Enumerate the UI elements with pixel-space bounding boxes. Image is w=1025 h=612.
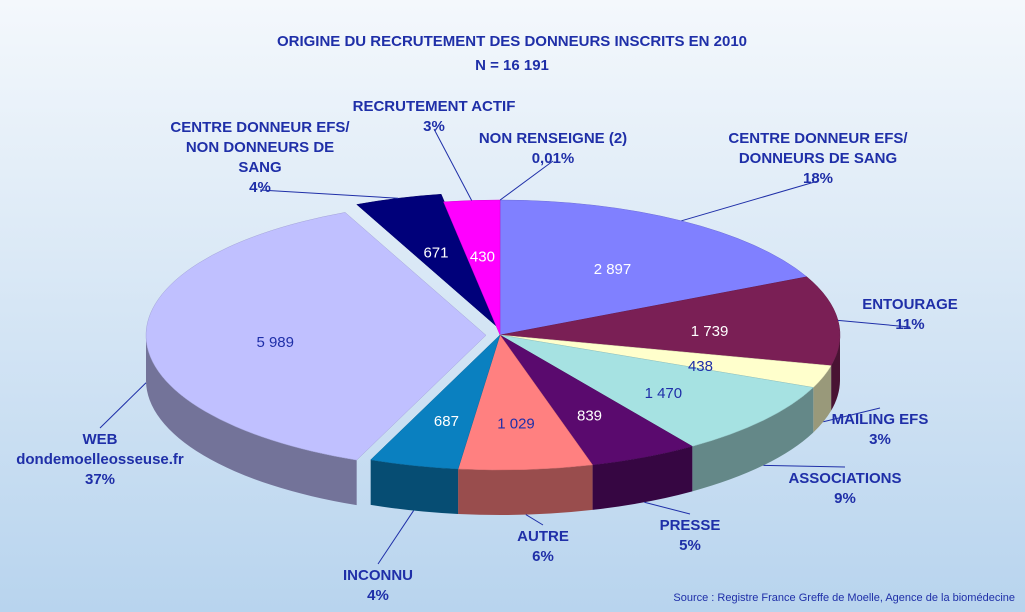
slice-side xyxy=(458,464,593,516)
category-label: INCONNU xyxy=(343,567,413,584)
leader-line xyxy=(259,189,399,199)
slice xyxy=(499,334,814,447)
percent-label: 18% xyxy=(803,170,833,187)
slice xyxy=(370,334,501,470)
category-label: SANG xyxy=(238,159,281,176)
category-label: DONNEURS DE SANG xyxy=(739,150,897,167)
category-label: dondemoelleosseuse.fr xyxy=(16,451,184,468)
source: Source : Registre France Greffe de Moell… xyxy=(673,592,1015,604)
slice-side xyxy=(592,446,693,510)
category-label: NON DONNEURS DE xyxy=(186,139,334,156)
percent-label: 5% xyxy=(679,537,701,554)
leader-line xyxy=(377,510,415,565)
category-label: NON RENSEIGNE (2) xyxy=(479,130,627,147)
leader-line xyxy=(525,514,544,526)
category-label: CENTRE DONNEUR EFS/ xyxy=(728,130,908,147)
percent-label: 4% xyxy=(249,179,271,196)
percent-label: 9% xyxy=(834,490,856,507)
percent-label: 37% xyxy=(85,471,115,488)
leader-line xyxy=(644,501,691,515)
value-label: 430 xyxy=(470,249,495,266)
slice xyxy=(457,334,594,471)
percent-label: 3% xyxy=(869,431,891,448)
leader-line xyxy=(681,180,819,222)
slice-side xyxy=(370,459,459,514)
chart-subtitle: N = 16 191 xyxy=(475,57,549,74)
slice-side xyxy=(692,387,814,492)
slice xyxy=(145,212,487,461)
percent-label: 6% xyxy=(532,548,554,565)
percent-label: 11% xyxy=(895,316,924,333)
category-label: CENTRE DONNEUR EFS/ xyxy=(170,119,350,136)
chart-title: ORIGINE DU RECRUTEMENT DES DONNEURS INSC… xyxy=(277,33,747,50)
value-label: 839 xyxy=(577,408,602,425)
percent-label: 0,01% xyxy=(532,150,575,167)
value-label: 687 xyxy=(434,413,459,430)
category-label: ASSOCIATIONS xyxy=(788,470,901,487)
value-label: 671 xyxy=(423,244,448,261)
leader-line xyxy=(499,160,554,201)
value-label: 2 897 xyxy=(594,261,632,278)
category-label: RECRUTEMENT ACTIF xyxy=(353,98,516,115)
percent-label: 4% xyxy=(367,587,389,604)
leader-line xyxy=(99,382,147,429)
slice-side xyxy=(831,335,840,411)
leader-line xyxy=(837,319,911,328)
category-label: MAILING EFS xyxy=(832,411,929,428)
slice xyxy=(443,199,501,336)
slice xyxy=(499,199,808,336)
slice-side xyxy=(813,365,832,433)
slice-side xyxy=(146,335,357,506)
leader-line xyxy=(763,464,846,468)
value-label: 1 739 xyxy=(691,323,729,340)
value-label: 1 029 xyxy=(497,415,535,432)
slice xyxy=(499,276,841,366)
value-label: 1 470 xyxy=(645,385,683,402)
percent-label: 3% xyxy=(423,118,445,135)
value-label: 438 xyxy=(688,358,713,375)
category-label: AUTRE xyxy=(517,528,569,545)
value-label: 5 989 xyxy=(256,334,294,351)
leader-line xyxy=(823,407,881,423)
category-label: PRESSE xyxy=(660,517,721,534)
slice xyxy=(356,193,498,328)
category-label: ENTOURAGE xyxy=(862,296,958,313)
category-label: WEB xyxy=(83,431,118,448)
leader-line xyxy=(433,128,473,201)
